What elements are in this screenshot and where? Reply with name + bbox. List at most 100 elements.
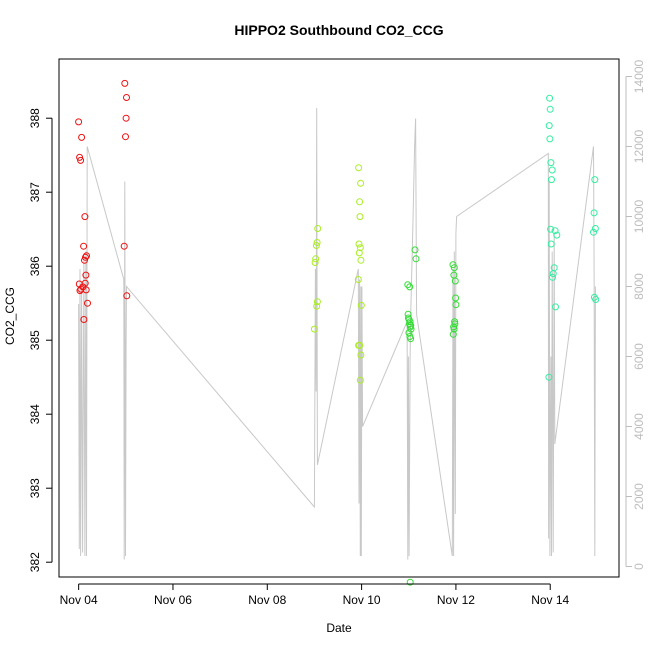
- data-point: [356, 341, 364, 349]
- data-point: [355, 164, 363, 172]
- data-point: [314, 225, 322, 232]
- x-axis-label: Date: [326, 621, 352, 635]
- data-point: [313, 302, 321, 310]
- data-point: [312, 242, 320, 249]
- data-point: [592, 296, 600, 303]
- data-point: [78, 133, 86, 141]
- data-point: [76, 153, 84, 161]
- data-point: [404, 281, 412, 289]
- data-point: [123, 94, 130, 101]
- data-point: [356, 213, 364, 221]
- data-point: [406, 318, 414, 326]
- x-tick-label: Nov 06: [154, 593, 192, 607]
- data-point: [407, 335, 415, 343]
- y-tick-label: 388: [28, 108, 42, 128]
- data-point: [551, 227, 559, 235]
- data-point: [75, 118, 83, 126]
- y2-tick-label: 10000: [632, 199, 646, 233]
- data-point: [81, 279, 89, 287]
- chart-title: HIPPO2 Southbound CO2_CCG: [234, 22, 443, 38]
- data-point: [356, 376, 364, 384]
- data-point: [407, 321, 415, 329]
- data-point: [80, 242, 88, 250]
- data-point: [547, 225, 555, 233]
- data-point: [449, 330, 457, 338]
- altitude-line-layer: [78, 107, 596, 560]
- data-point: [355, 249, 363, 257]
- altitude-series-line: [78, 107, 596, 560]
- y-tick-label: 387: [28, 182, 42, 202]
- data-point: [411, 246, 419, 254]
- y2-tick-label: 4000: [632, 413, 646, 440]
- y-tick-label: 386: [28, 256, 42, 276]
- data-point: [82, 271, 90, 279]
- data-point: [77, 156, 85, 164]
- data-points-layer: [75, 79, 600, 586]
- x-tick-label: Nov 12: [437, 593, 475, 607]
- data-point: [553, 231, 561, 239]
- y-tick-label: 385: [28, 330, 42, 350]
- data-point: [310, 325, 318, 333]
- data-point: [122, 114, 130, 122]
- data-point: [412, 255, 420, 263]
- y-tick-label: 384: [28, 404, 42, 424]
- data-point: [81, 213, 89, 221]
- data-point: [590, 209, 598, 217]
- data-point: [549, 270, 557, 278]
- data-point: [357, 179, 365, 187]
- data-point: [80, 316, 88, 323]
- data-point: [77, 285, 85, 293]
- data-point: [313, 239, 321, 246]
- data-point: [406, 283, 414, 291]
- data-point: [546, 105, 554, 113]
- data-point: [357, 351, 365, 359]
- data-point: [404, 310, 412, 318]
- y2-tick-label: 6000: [632, 343, 646, 370]
- data-point: [312, 255, 320, 263]
- data-point: [313, 298, 321, 306]
- data-point: [406, 578, 414, 586]
- y-tick-label: 383: [28, 478, 42, 498]
- data-point: [450, 325, 458, 333]
- data-point: [546, 135, 554, 143]
- data-point: [356, 198, 364, 206]
- data-point: [546, 94, 554, 102]
- data-point: [123, 292, 131, 300]
- x-tick-label: Nov 08: [248, 593, 286, 607]
- plot-frame: [58, 58, 620, 578]
- data-point: [451, 277, 459, 285]
- data-point: [356, 244, 364, 252]
- data-point: [407, 325, 415, 333]
- data-point: [545, 373, 553, 381]
- data-point: [311, 259, 319, 266]
- data-point: [81, 256, 88, 264]
- data-point: [547, 240, 555, 248]
- data-point: [545, 122, 553, 130]
- data-point: [547, 159, 555, 167]
- data-point: [549, 273, 556, 281]
- y2-tick-label: 14000: [632, 59, 646, 93]
- data-point: [82, 253, 89, 261]
- data-point: [121, 79, 129, 87]
- data-point: [552, 303, 559, 311]
- data-point: [82, 286, 90, 294]
- data-point: [590, 228, 597, 236]
- data-point: [84, 299, 91, 307]
- data-point: [354, 276, 362, 283]
- data-point: [591, 176, 599, 184]
- data-point: [450, 264, 458, 272]
- x-tick-label: Nov 14: [531, 593, 569, 607]
- data-point: [122, 133, 129, 141]
- data-point: [357, 301, 365, 309]
- data-point: [120, 242, 128, 250]
- y-axis-label: CO2_CCG: [3, 287, 17, 345]
- data-point: [548, 176, 555, 184]
- data-point: [591, 225, 599, 232]
- data-point: [452, 301, 460, 309]
- data-point: [548, 166, 556, 174]
- x-tick-label: Nov 04: [60, 593, 98, 607]
- y2-tick-label: 12000: [632, 129, 646, 163]
- data-point: [452, 294, 460, 302]
- y2-tick-label: 8000: [632, 273, 646, 300]
